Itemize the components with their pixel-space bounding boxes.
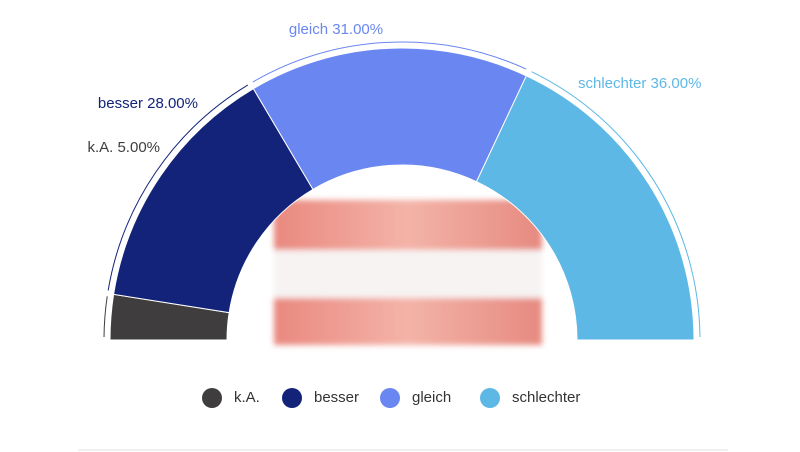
data-label: schlechter 36.00% bbox=[578, 75, 701, 92]
legend-label: schlechter bbox=[512, 389, 580, 406]
segment bbox=[113, 87, 314, 314]
legend-marker bbox=[380, 388, 400, 408]
leader-bracket bbox=[103, 296, 108, 338]
leader-bracket bbox=[531, 71, 701, 338]
legend-marker bbox=[480, 388, 500, 408]
flag-image bbox=[274, 200, 542, 345]
legend-label: gleich bbox=[412, 389, 451, 406]
legend-label: k.A. bbox=[234, 389, 260, 406]
legend-marker bbox=[202, 388, 222, 408]
data-label: besser 28.00% bbox=[98, 95, 198, 112]
data-label: k.A. 5.00% bbox=[87, 139, 160, 156]
data-label: gleich 31.00% bbox=[289, 21, 383, 38]
legend-label: besser bbox=[314, 389, 359, 406]
leader-bracket bbox=[252, 41, 527, 83]
segment bbox=[475, 75, 695, 341]
leader-bracket bbox=[107, 84, 249, 291]
legend-marker bbox=[282, 388, 302, 408]
